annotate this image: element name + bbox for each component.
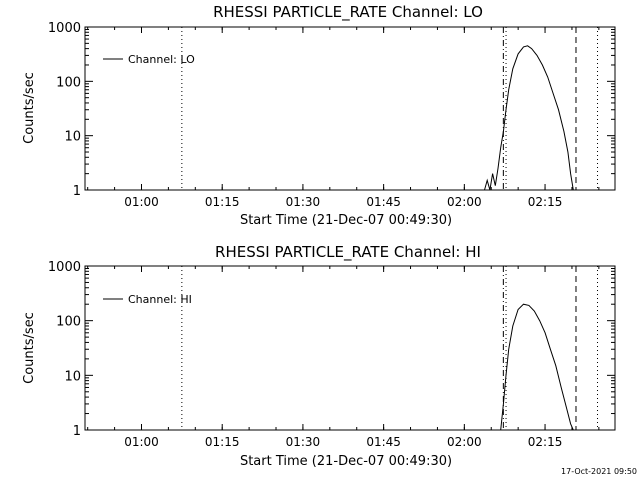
plot-frame-lo	[84, 26, 616, 191]
footer-timestamp: 17-Oct-2021 09:50	[561, 467, 637, 476]
x-tick-label-lo-3: 01:45	[366, 195, 401, 209]
x-axis-label-hi: Start Time (21-Dec-07 00:49:30)	[240, 454, 452, 469]
y-axis-label-hi: Counts/sec	[22, 312, 37, 384]
y-tick-label-lo-1: 10	[64, 130, 81, 145]
legend-lo: Channel: LO	[103, 53, 195, 66]
y-tick-label-hi-1: 10	[64, 369, 81, 384]
y-tick-label-lo-0: 1	[73, 184, 81, 199]
y-tick-label-lo-2: 100	[56, 75, 81, 90]
plot-frame-hi	[84, 265, 616, 431]
x-tick-label-lo-5: 02:15	[528, 195, 563, 209]
x-tick-label-lo-2: 01:30	[286, 195, 321, 209]
series-line-lo	[484, 45, 574, 191]
y-tick-label-lo-3: 1000	[48, 21, 81, 36]
panel-lo: RHESSI PARTICLE_RATE Channel: LO 01:00 01…	[22, 3, 616, 228]
legend-hi: Channel: HI	[103, 293, 192, 306]
legend-label-hi: Channel: HI	[128, 293, 192, 306]
x-tick-label-hi-2: 01:30	[286, 435, 321, 449]
series-line-hi	[500, 303, 574, 431]
y-axis-ticks-hi: 1 10 100 1000	[48, 260, 615, 439]
x-tick-label-hi-1: 01:15	[205, 435, 240, 449]
y-axis-label-lo: Counts/sec	[22, 72, 37, 144]
y-axis-ticks-lo: 1 10 100 1000	[48, 21, 615, 199]
chart-title-hi: RHESSI PARTICLE_RATE Channel: HI	[215, 243, 481, 262]
legend-label-lo: Channel: LO	[128, 53, 195, 66]
y-tick-label-hi-3: 1000	[48, 260, 81, 275]
x-axis-ticks-hi: 01:00 01:15 01:30 01:45 02:00 02:15	[87, 266, 600, 449]
panel-hi: RHESSI PARTICLE_RATE Channel: HI 01:00 01…	[22, 243, 616, 469]
x-tick-label-lo-4: 02:00	[447, 195, 482, 209]
x-axis-label-lo: Start Time (21-Dec-07 00:49:30)	[240, 213, 452, 228]
x-tick-label-hi-5: 02:15	[528, 435, 563, 449]
x-tick-label-lo-0: 01:00	[124, 195, 159, 209]
x-tick-label-hi-4: 02:00	[447, 435, 482, 449]
y-tick-label-hi-0: 1	[73, 424, 81, 439]
x-tick-label-hi-0: 01:00	[124, 435, 159, 449]
x-tick-label-lo-1: 01:15	[205, 195, 240, 209]
x-axis-ticks-lo: 01:00 01:15 01:30 01:45 02:00 02:15	[87, 27, 600, 209]
markers-hi	[181, 266, 599, 430]
x-tick-label-hi-3: 01:45	[366, 435, 401, 449]
y-tick-label-hi-2: 100	[56, 315, 81, 330]
markers-lo	[181, 27, 599, 190]
chart-title-lo: RHESSI PARTICLE_RATE Channel: LO	[213, 3, 483, 22]
